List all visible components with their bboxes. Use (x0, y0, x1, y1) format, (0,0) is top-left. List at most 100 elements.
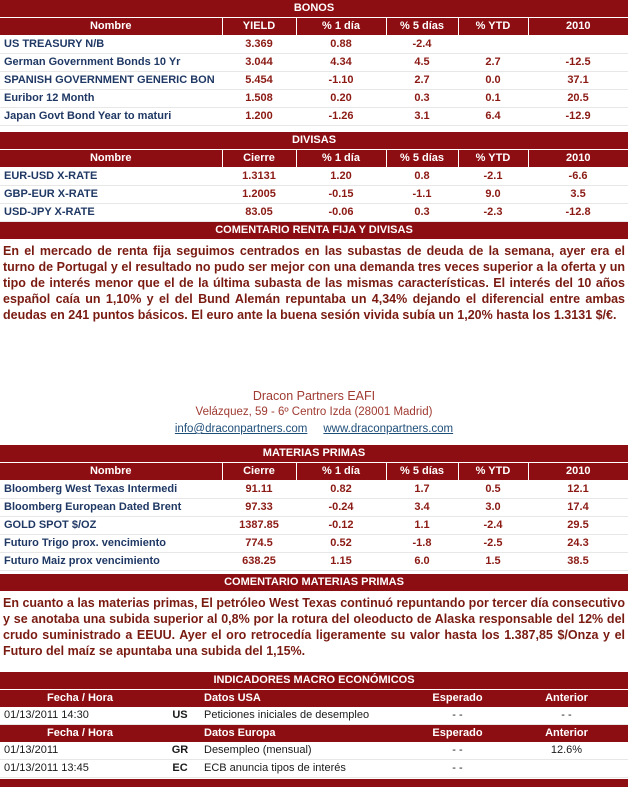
col-anterior: Anterior (505, 689, 628, 707)
table-row: USD-JPY X-RATE 83.05 -0.06 0.3 -2.3 -12.8 (0, 203, 628, 222)
cell: 1.20 (296, 167, 386, 186)
cell: 4.5 (386, 53, 458, 72)
col-5dias: % 5 días (385, 17, 458, 36)
cell: 6.4 (458, 107, 528, 126)
cell: 2.7 (386, 71, 458, 90)
macro-table: INDICADORES MACRO ECONÓMICOS Fecha / Hor… (0, 672, 628, 778)
comment-renta-title: COMENTARIO RENTA FIJA Y DIVISAS (0, 222, 628, 240)
esperado: - - (410, 742, 505, 760)
cell (458, 35, 528, 54)
table-row: Futuro Trigo prox. vencimiento 774.5 0.52-… (0, 534, 628, 553)
cell: 20.5 (528, 89, 628, 108)
country-code: GR (160, 742, 200, 760)
cell: 0.1 (458, 89, 528, 108)
col-nombre: Nombre (0, 17, 222, 36)
table-row: GOLD SPOT $/OZ 1387.85 -0.12 1.1 -2.4 29.5 (0, 516, 628, 535)
col-ytd: % YTD (457, 149, 528, 168)
cell: -12.8 (528, 203, 628, 222)
cell: -0.12 (296, 516, 386, 535)
macro-usa-header: Fecha / Hora Datos USA Esperado Anterior (0, 689, 628, 707)
cell: -12.5 (528, 53, 628, 72)
cell (528, 35, 628, 54)
col-esperado: Esperado (410, 724, 505, 742)
contact-links: info@draconpartners.com www.draconpartner… (0, 421, 628, 438)
table-row: German Government Bonds 10 Yr 3.044 4.34 4.… (0, 53, 628, 72)
instrument-name: GOLD SPOT $/OZ (0, 516, 222, 535)
dato: Desempleo (mensual) (200, 742, 410, 760)
cell: -12.9 (528, 107, 628, 126)
macro-row: 01/13/2011 14:30 US Peticiones iniciales… (0, 707, 628, 725)
cell: -2.5 (458, 534, 528, 553)
cell: 4.34 (296, 53, 386, 72)
cell: -6.6 (528, 167, 628, 186)
cell: 1.2005 (222, 185, 296, 204)
col-1dia: % 1 día (295, 149, 386, 168)
cell: 29.5 (528, 516, 628, 535)
cell: -1.26 (296, 107, 386, 126)
instrument-name: USD-JPY X-RATE (0, 203, 222, 222)
esperado: - - (410, 759, 505, 778)
cell: 1.5 (458, 552, 528, 571)
col-2010: 2010 (527, 17, 628, 36)
anterior: - - (505, 707, 628, 725)
macro-europa-header: Fecha / Hora Datos Europa Esperado Anter… (0, 724, 628, 742)
fecha-hora: 01/13/2011 14:30 (0, 707, 160, 725)
col-nombre: Nombre (0, 462, 222, 481)
cell: -0.15 (296, 185, 386, 204)
fecha-hora: 01/13/2011 (0, 742, 160, 760)
cell: 38.5 (528, 552, 628, 571)
company-name: Dracon Partners EAFI (252, 389, 376, 403)
cell: 3.369 (222, 35, 296, 54)
col-nombre: Nombre (0, 149, 222, 168)
col-empty (160, 689, 200, 707)
cell: 1.1 (386, 516, 458, 535)
col-1dia: % 1 día (295, 17, 386, 36)
cell: 83.05 (222, 203, 296, 222)
cell: 9.0 (458, 185, 528, 204)
col-2010: 2010 (527, 462, 628, 481)
table-row: Euribor 12 Month 1.508 0.20 0.3 0.1 20.5 (0, 89, 628, 108)
col-datos-usa: Datos USA (200, 689, 410, 707)
cell: 3.0 (458, 498, 528, 517)
table-row: Futuro Maiz prox vencimiento 638.25 1.15 6.… (0, 552, 628, 571)
cell: 3.5 (528, 185, 628, 204)
macro-row: 01/13/2011 13:45 EC ECB anuncia tipos de… (0, 759, 628, 778)
comment-materias-text: En cuanto a las materias primas, El petr… (3, 596, 625, 658)
instrument-name: Bloomberg European Dated Brent (0, 498, 222, 517)
company-address: Velázquez, 59 - 6º Centro Izda (28001 Ma… (195, 406, 433, 418)
table-row: Bloomberg West Texas Intermedi 91.11 0.82 1… (0, 480, 628, 499)
cell: 0.8 (386, 167, 458, 186)
cell: -0.06 (296, 203, 386, 222)
cell: 37.1 (528, 71, 628, 90)
anterior (505, 759, 628, 778)
table-row: SPANISH GOVERNMENT GENERIC BON 5.454 -1.10… (0, 71, 628, 90)
dato: Peticiones iniciales de desempleo (200, 707, 410, 725)
email-link[interactable]: info@draconpartners.com (174, 423, 308, 435)
instrument-name: Futuro Trigo prox. vencimiento (0, 534, 222, 553)
materias-title: MATERIAS PRIMAS (0, 445, 628, 463)
country-code: US (160, 707, 200, 725)
cell: 1.200 (222, 107, 296, 126)
cell: -2.4 (386, 35, 458, 54)
anterior: 12.6% (505, 742, 628, 760)
cell: -2.4 (458, 516, 528, 535)
cell: 0.52 (296, 534, 386, 553)
contact-block: Dracon Partners EAFI Velázquez, 59 - 6º … (0, 386, 628, 442)
cell: -2.3 (458, 203, 528, 222)
website-link[interactable]: www.draconpartners.com (323, 423, 454, 435)
spacer (0, 664, 628, 672)
cell: -1.10 (296, 71, 386, 90)
cell: 1.15 (296, 552, 386, 571)
col-empty (160, 724, 200, 742)
cell: 97.33 (222, 498, 296, 517)
cell: 0.20 (296, 89, 386, 108)
cell: 0.3 (386, 89, 458, 108)
bottom-bar (0, 779, 628, 787)
fecha-hora: 01/13/2011 13:45 (0, 759, 160, 778)
table-row: Japan Govt Bond Year to maturi 1.200 -1.26… (0, 107, 628, 126)
bonos-title: BONOS (0, 0, 628, 18)
cell: 3.1 (386, 107, 458, 126)
col-esperado: Esperado (410, 689, 505, 707)
cell: 1.508 (222, 89, 296, 108)
instrument-name: EUR-USD X-RATE (0, 167, 222, 186)
